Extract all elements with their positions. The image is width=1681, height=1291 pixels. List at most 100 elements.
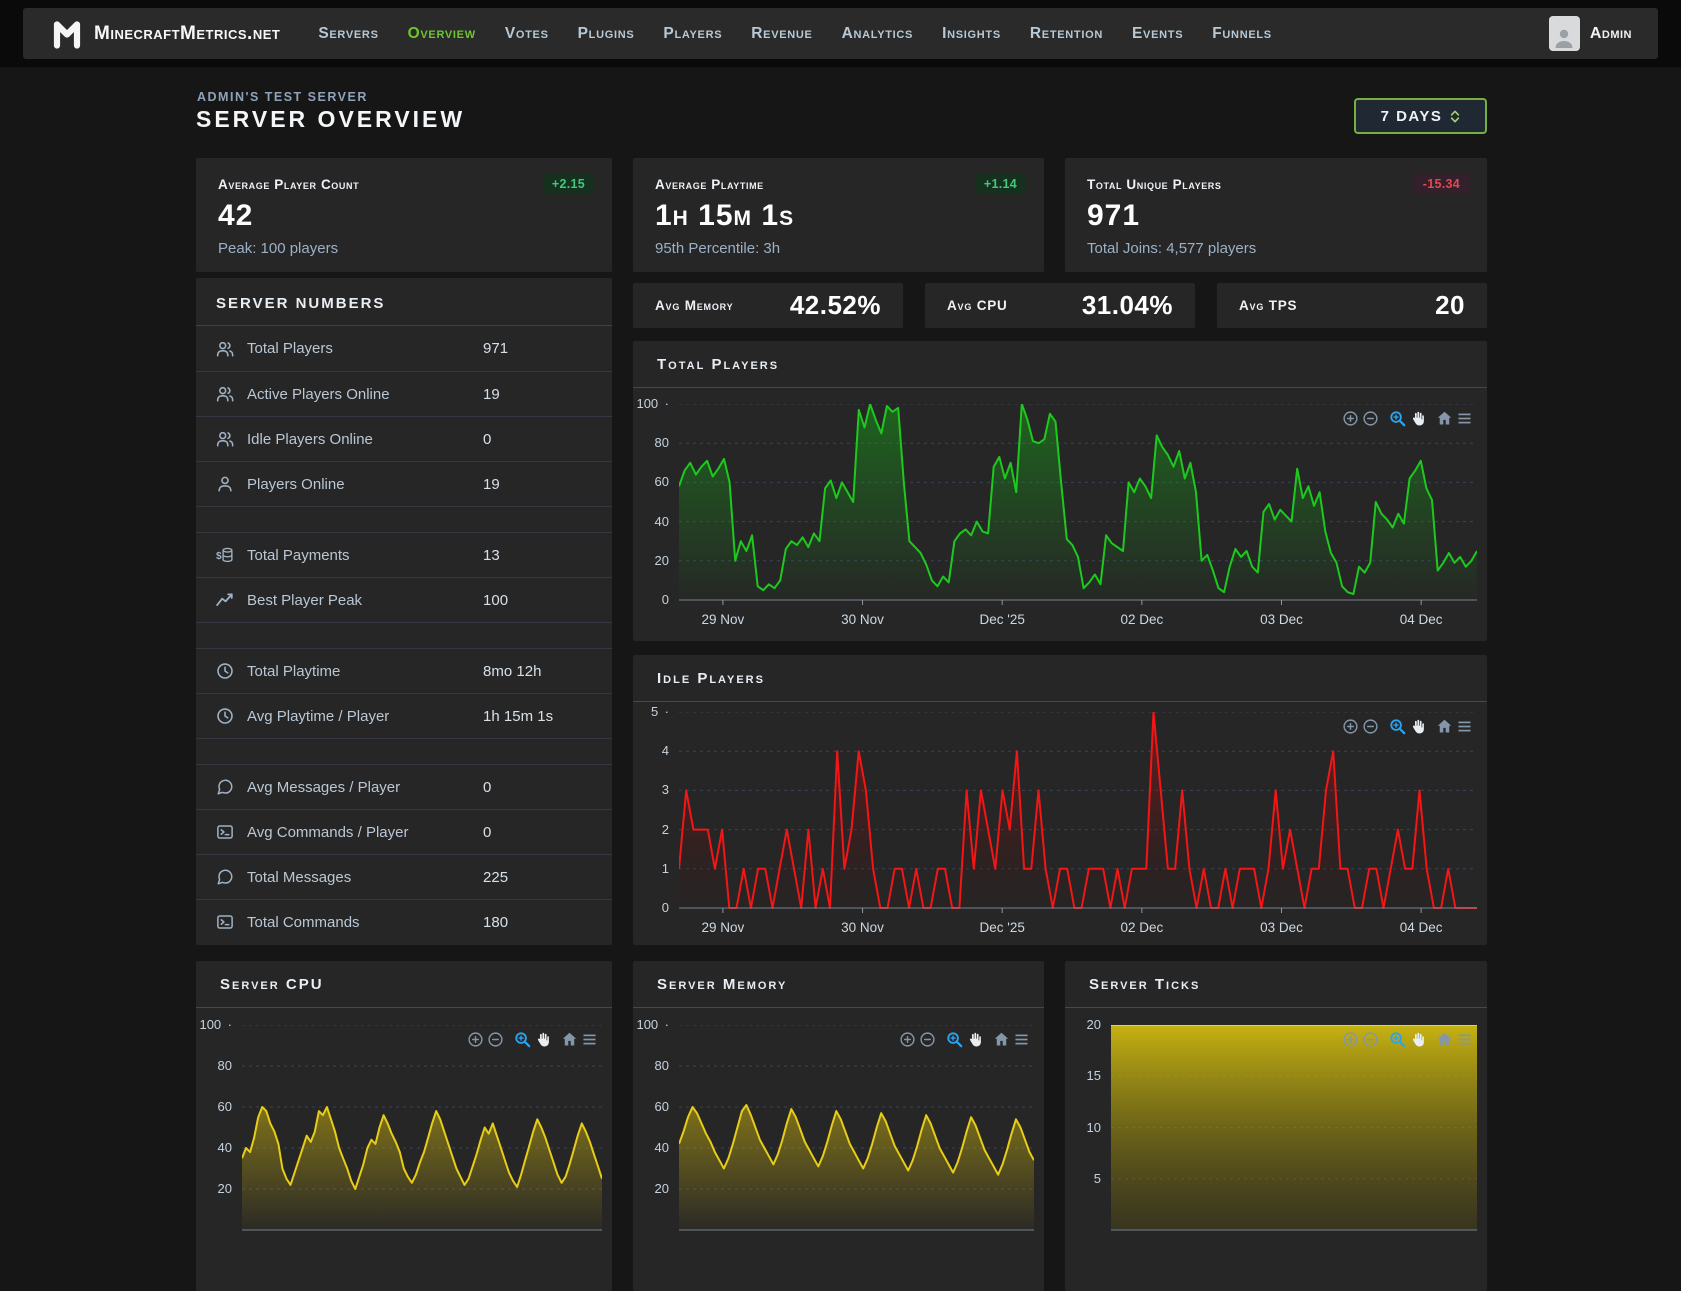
chart-title: Idle Players bbox=[633, 655, 1487, 687]
nav-items: Servers Overview Votes Plugins Players Revenu… bbox=[318, 25, 1272, 43]
menu-icon[interactable] bbox=[1013, 1031, 1030, 1048]
nav-item-revenue[interactable]: Revenue bbox=[751, 25, 812, 43]
row-spacer bbox=[196, 622, 612, 648]
chart-modebar bbox=[1342, 410, 1473, 427]
x-axis-tick: 02 Dec bbox=[1107, 920, 1177, 935]
users-icon bbox=[216, 340, 234, 358]
delta-badge: -15.34 bbox=[1414, 174, 1469, 194]
row-value: 971 bbox=[483, 340, 508, 357]
menu-icon[interactable] bbox=[581, 1031, 598, 1048]
stat-subtext: 95th Percentile: 3h bbox=[655, 240, 1022, 257]
nav-item-servers[interactable]: Servers bbox=[318, 25, 378, 43]
chart-canvas-server-memory[interactable] bbox=[679, 1025, 1034, 1236]
home-icon[interactable] bbox=[561, 1031, 578, 1048]
stat-subtext: Peak: 100 players bbox=[218, 240, 590, 257]
nav-item-votes[interactable]: Votes bbox=[505, 25, 549, 43]
terminal-icon bbox=[216, 913, 234, 931]
table-row: Players Online19 bbox=[196, 461, 612, 506]
pan-icon[interactable] bbox=[1409, 718, 1426, 735]
menu-icon[interactable] bbox=[1456, 410, 1473, 427]
y-axis-tick: 40 bbox=[633, 514, 669, 529]
delta-badge: +2.15 bbox=[543, 174, 594, 194]
date-range-select[interactable]: 7 DAYS bbox=[1354, 98, 1487, 134]
divider bbox=[633, 1007, 1044, 1008]
nav-item-events[interactable]: Events bbox=[1132, 25, 1183, 43]
divider bbox=[196, 1007, 612, 1008]
chart-modebar bbox=[899, 1031, 1030, 1048]
home-icon[interactable] bbox=[1436, 718, 1453, 735]
nav-item-funnels[interactable]: Funnels bbox=[1212, 25, 1272, 43]
table-row: Idle Players Online0 bbox=[196, 416, 612, 461]
zoom-out-icon[interactable] bbox=[1362, 1031, 1379, 1048]
chart-panel-idle-players: Idle Players 5 ·4321029 Nov30 NovDec '25… bbox=[633, 655, 1487, 945]
row-value: 19 bbox=[483, 386, 500, 403]
row-label: Players Online bbox=[247, 476, 345, 493]
nav-item-insights[interactable]: Insights bbox=[942, 25, 1001, 43]
home-icon[interactable] bbox=[1436, 1031, 1453, 1048]
stat-value: 971 bbox=[1087, 199, 1465, 233]
zoom-out-icon[interactable] bbox=[919, 1031, 936, 1048]
row-spacer bbox=[196, 738, 612, 764]
nav-item-players[interactable]: Players bbox=[663, 25, 722, 43]
users-icon bbox=[216, 385, 234, 403]
box-zoom-icon[interactable] bbox=[946, 1031, 963, 1048]
zoom-out-icon[interactable] bbox=[1362, 410, 1379, 427]
y-axis-tick: 0 bbox=[633, 592, 669, 607]
box-zoom-icon[interactable] bbox=[514, 1031, 531, 1048]
user-menu[interactable]: Admin bbox=[1549, 16, 1632, 51]
x-axis-tick: 02 Dec bbox=[1107, 612, 1177, 627]
y-axis-tick: 4 bbox=[633, 743, 669, 758]
y-axis-tick: 80 bbox=[196, 1058, 232, 1073]
chart-canvas-server-cpu[interactable] bbox=[242, 1025, 602, 1236]
zoom-in-icon[interactable] bbox=[1342, 718, 1359, 735]
zoom-out-icon[interactable] bbox=[487, 1031, 504, 1048]
box-zoom-icon[interactable] bbox=[1389, 410, 1406, 427]
brand[interactable]: MinecraftMetrics.net bbox=[49, 16, 280, 52]
chart-title: Server Ticks bbox=[1065, 961, 1487, 993]
pan-icon[interactable] bbox=[966, 1031, 983, 1048]
chart-canvas-idle-players[interactable] bbox=[679, 712, 1477, 914]
chart-title: Server Memory bbox=[633, 961, 1044, 993]
x-axis-tick: 30 Nov bbox=[828, 612, 898, 627]
chat-icon bbox=[216, 778, 234, 796]
avatar bbox=[1549, 16, 1580, 51]
chart-title: Server CPU bbox=[196, 961, 612, 993]
box-zoom-icon[interactable] bbox=[1389, 718, 1406, 735]
menu-icon[interactable] bbox=[1456, 718, 1473, 735]
row-value: 8mo 12h bbox=[483, 663, 541, 680]
users-icon bbox=[216, 430, 234, 448]
pan-icon[interactable] bbox=[534, 1031, 551, 1048]
y-axis-tick: 3 bbox=[633, 782, 669, 797]
zoom-in-icon[interactable] bbox=[1342, 410, 1359, 427]
zoom-in-icon[interactable] bbox=[467, 1031, 484, 1048]
mini-stat-value: 20 bbox=[1435, 290, 1465, 321]
nav-item-retention[interactable]: Retention bbox=[1030, 25, 1103, 43]
y-axis-tick: 80 bbox=[633, 1058, 669, 1073]
x-axis-tick: 03 Dec bbox=[1246, 920, 1316, 935]
zoom-in-icon[interactable] bbox=[899, 1031, 916, 1048]
y-axis-tick: 15 bbox=[1065, 1068, 1101, 1083]
home-icon[interactable] bbox=[993, 1031, 1010, 1048]
server-numbers-rows: Total Players971Active Players Online19I… bbox=[196, 326, 612, 944]
payments-icon bbox=[216, 546, 234, 564]
nav-item-analytics[interactable]: Analytics bbox=[842, 25, 913, 43]
chart-canvas-server-ticks[interactable] bbox=[1111, 1025, 1477, 1236]
divider bbox=[633, 387, 1487, 388]
nav-item-overview[interactable]: Overview bbox=[408, 25, 476, 43]
row-label: Best Player Peak bbox=[247, 592, 362, 609]
menu-icon[interactable] bbox=[1456, 1031, 1473, 1048]
pan-icon[interactable] bbox=[1409, 410, 1426, 427]
mini-stat-avg-tps: Avg TPS 20 bbox=[1217, 283, 1487, 328]
home-icon[interactable] bbox=[1436, 410, 1453, 427]
table-row: Best Player Peak100 bbox=[196, 577, 612, 622]
zoom-out-icon[interactable] bbox=[1362, 718, 1379, 735]
row-label: Active Players Online bbox=[247, 386, 390, 403]
zoom-in-icon[interactable] bbox=[1342, 1031, 1359, 1048]
pan-icon[interactable] bbox=[1409, 1031, 1426, 1048]
navbar: MinecraftMetrics.net Servers Overview Vote… bbox=[23, 8, 1658, 59]
box-zoom-icon[interactable] bbox=[1389, 1031, 1406, 1048]
chart-canvas-total-players[interactable] bbox=[679, 404, 1477, 606]
nav-item-plugins[interactable]: Plugins bbox=[578, 25, 635, 43]
y-axis-tick: 40 bbox=[196, 1140, 232, 1155]
row-label: Idle Players Online bbox=[247, 431, 373, 448]
